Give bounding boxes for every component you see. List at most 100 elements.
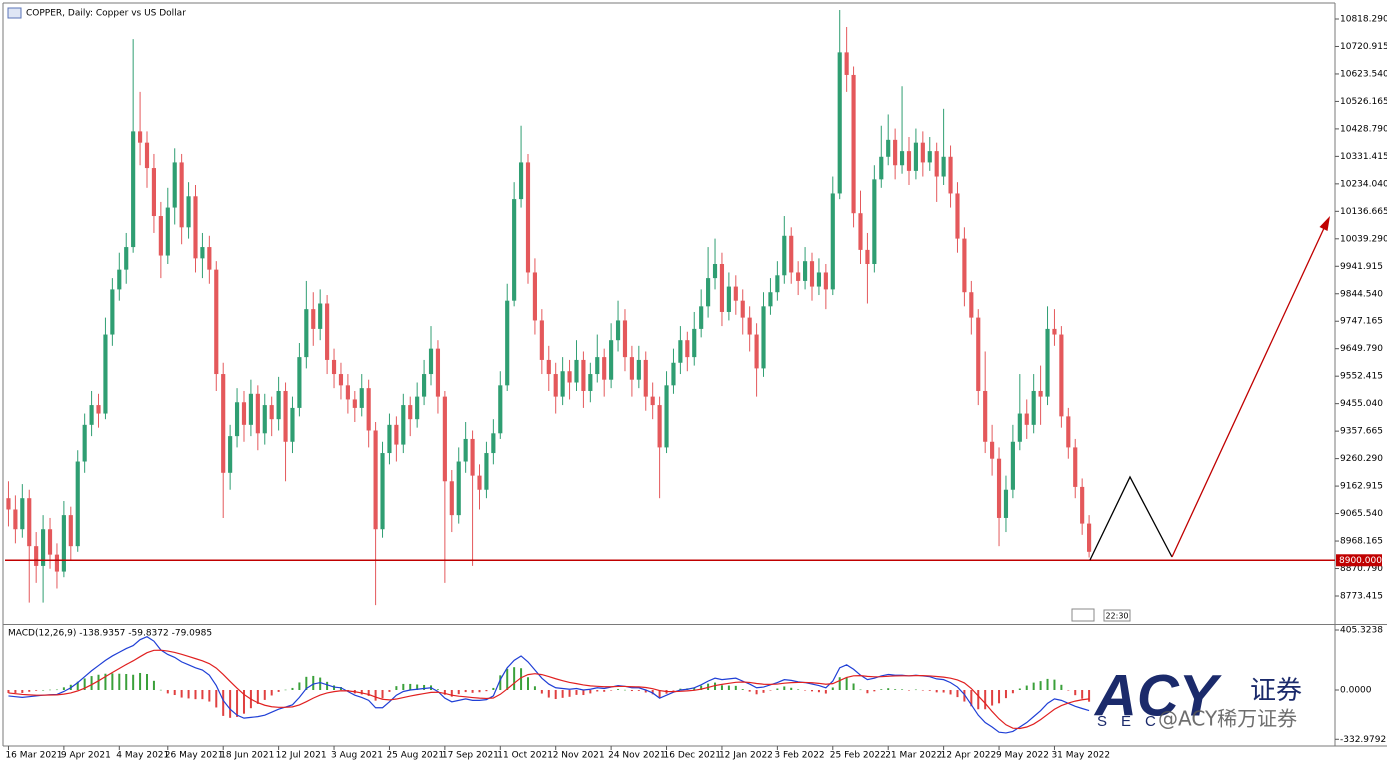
- histogram-bar: [1046, 678, 1049, 690]
- histogram-bar: [637, 689, 640, 691]
- y-tick-label: 9162.915: [1340, 482, 1383, 492]
- y-tick-label: 9844.540: [1340, 289, 1383, 299]
- candle-body: [539, 320, 544, 360]
- y-tick-label: 9357.665: [1340, 427, 1383, 437]
- chart-title: COPPER, Daily: Copper vs US Dollar: [26, 9, 186, 19]
- histogram-bar: [104, 673, 107, 690]
- candle-body: [1010, 441, 1015, 490]
- histogram-bar: [603, 689, 606, 692]
- histogram-bar: [928, 689, 931, 691]
- histogram-bar: [596, 689, 599, 692]
- candle-body: [311, 309, 316, 329]
- candle-body: [844, 52, 849, 75]
- candle-body: [138, 131, 143, 143]
- candle-body: [373, 430, 378, 530]
- candle-body: [34, 546, 39, 566]
- histogram-bar: [734, 685, 737, 690]
- candle-body: [1073, 447, 1078, 487]
- histogram-bar: [956, 689, 959, 698]
- candle-body: [117, 269, 122, 290]
- candle-body: [255, 393, 260, 434]
- histogram-bar: [727, 685, 730, 690]
- histogram-bar: [42, 689, 45, 691]
- candle-body: [976, 317, 981, 391]
- histogram-bar: [783, 686, 786, 690]
- candle-body: [962, 238, 967, 293]
- candle-body: [927, 151, 932, 163]
- candle-body: [491, 433, 496, 454]
- candle-body: [144, 142, 150, 169]
- histogram-bar: [610, 689, 613, 691]
- candle-body: [588, 374, 593, 391]
- candle-body: [435, 348, 441, 397]
- y-tick-label: 405.3238: [1340, 626, 1383, 636]
- y-tick-label: 10623.540: [1340, 69, 1387, 79]
- histogram-bar: [984, 689, 987, 710]
- candle-body: [629, 357, 634, 380]
- histogram-bar: [187, 689, 190, 699]
- histogram-bar: [277, 689, 280, 692]
- candle-body: [872, 179, 877, 265]
- histogram-bar: [194, 689, 197, 700]
- candle-body: [124, 247, 129, 270]
- histogram-bar: [513, 667, 516, 690]
- histogram-bar: [159, 689, 162, 691]
- indicator-title: MACD(12,26,9) -138.9357 -59.8372 -79.098…: [8, 629, 212, 639]
- histogram-bar: [949, 689, 952, 695]
- histogram-bar: [887, 688, 890, 690]
- candle-body: [913, 142, 918, 171]
- watermark-brand-cn: 证券: [1250, 675, 1302, 705]
- candle-body: [131, 131, 136, 248]
- histogram-bar: [991, 689, 994, 706]
- candle-body: [622, 320, 628, 358]
- histogram-bar: [873, 689, 876, 692]
- histogram-bar: [755, 689, 758, 695]
- y-tick-label: 9455.040: [1340, 399, 1383, 409]
- candle-body: [54, 554, 60, 572]
- candle-body: [13, 509, 18, 530]
- y-tick-label: 8870.790: [1340, 564, 1383, 574]
- candle-body: [775, 275, 780, 293]
- y-tick-label: 10428.790: [1340, 124, 1387, 134]
- candle-body: [276, 390, 281, 420]
- histogram-bar: [333, 685, 336, 690]
- histogram-bar: [457, 689, 460, 695]
- histogram-bar: [152, 680, 155, 690]
- projection-zigzag: [1089, 475, 1173, 561]
- histogram-bar: [180, 689, 183, 698]
- y-tick-label: 9260.290: [1340, 454, 1383, 464]
- candle-body: [650, 396, 655, 406]
- candle-body: [380, 453, 385, 530]
- histogram-bar: [769, 689, 772, 691]
- histogram-bar: [970, 689, 973, 707]
- candle-body: [733, 286, 738, 301]
- histogram-bar: [526, 677, 529, 690]
- candle-body: [948, 156, 953, 194]
- histogram-bar: [49, 689, 52, 691]
- candle-body: [290, 407, 295, 442]
- symbol-icon: [7, 7, 22, 19]
- candle-body: [865, 249, 870, 265]
- candle-body: [858, 213, 863, 250]
- histogram-bar: [880, 689, 883, 690]
- histogram-bar: [118, 673, 121, 690]
- candle-body: [615, 320, 621, 341]
- candle-body: [768, 292, 773, 307]
- y-tick-label: 10039.290: [1340, 234, 1387, 244]
- candle-body: [636, 359, 641, 380]
- candle-body: [283, 390, 288, 442]
- watermark-credit: @ACY稀万证券: [1158, 707, 1297, 731]
- histogram-bar: [1011, 689, 1014, 694]
- candle-body: [581, 359, 586, 391]
- histogram-bar: [714, 682, 717, 690]
- candle-body: [1080, 486, 1085, 524]
- candle-body: [449, 481, 454, 516]
- candle-body: [422, 374, 427, 397]
- histogram-bar: [499, 675, 502, 690]
- y-tick-label: 9065.540: [1340, 509, 1383, 519]
- y-tick-label: 10818.290: [1340, 14, 1387, 24]
- histogram-bar: [1081, 689, 1084, 699]
- histogram-bar: [907, 689, 910, 691]
- candle-body: [366, 388, 371, 431]
- histogram-bar: [838, 677, 841, 690]
